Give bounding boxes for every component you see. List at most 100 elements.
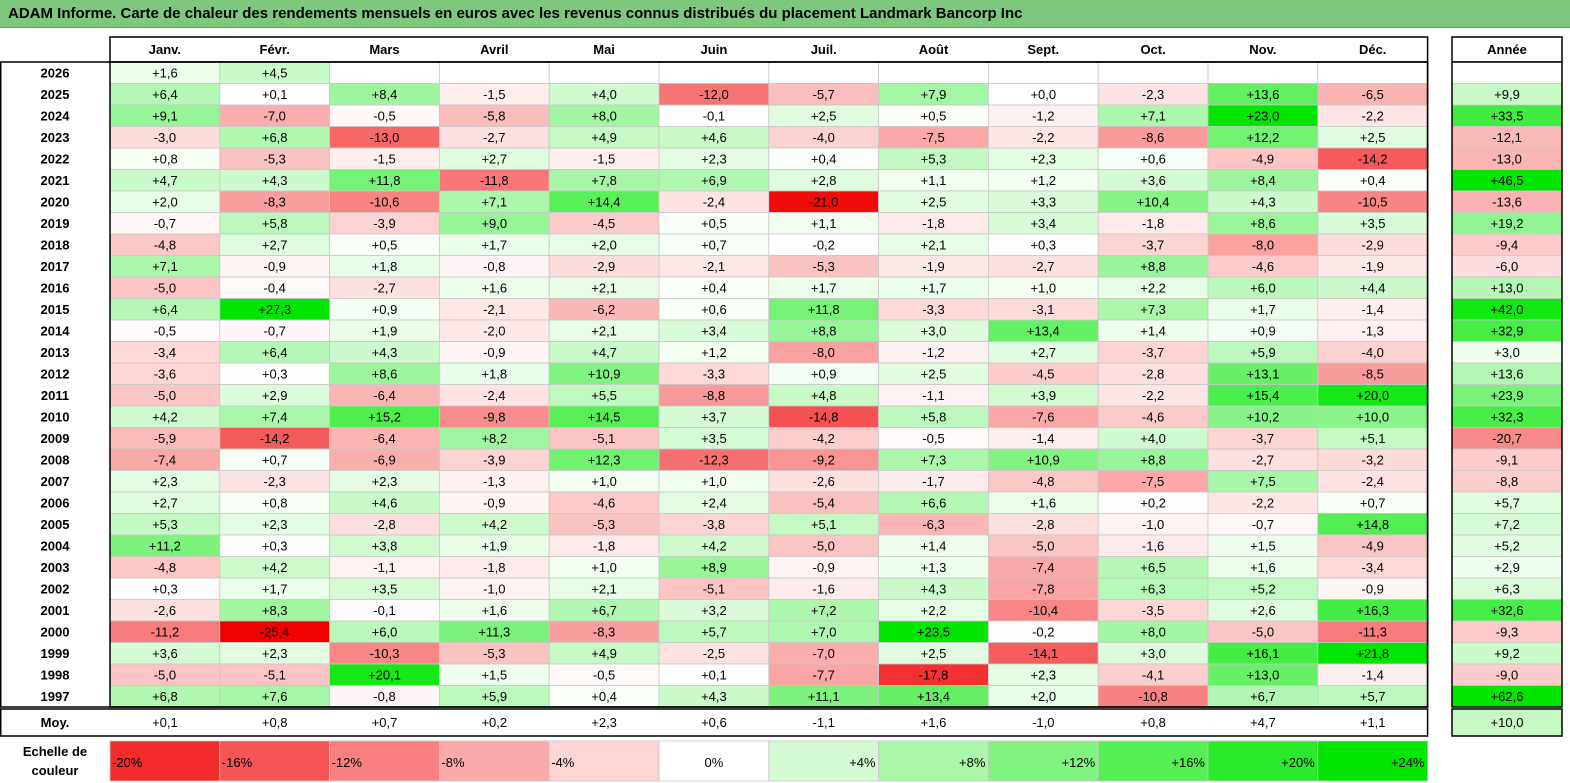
cell-value-2008-1: -7,4: [154, 453, 176, 468]
cell-value-2005-2: +2,3: [262, 517, 288, 532]
cell-value-2016-3: -2,7: [373, 281, 395, 296]
cell-value-2005-3: -2,8: [373, 517, 395, 532]
cell-value-2020-2: -8,3: [263, 195, 285, 210]
cell-value-2014-3: +1,9: [372, 324, 398, 339]
cell-value-2009-2: -14,2: [260, 431, 290, 446]
month-header-9: Sept.: [1027, 42, 1059, 57]
cell-value-2020-3: -10,6: [370, 195, 400, 210]
year-total-value-2024: +33,5: [1491, 109, 1524, 124]
cell-value-2019-3: -3,9: [373, 216, 395, 231]
cell-value-2010-7: -14,8: [809, 410, 839, 425]
cell-value-2009-3: -6,4: [373, 431, 395, 446]
cell-value-2011-8: -1,1: [922, 388, 944, 403]
cell-value-2008-7: -9,2: [812, 453, 834, 468]
cell-value-1998-2: -5,1: [263, 668, 285, 683]
cell-value-1998-1: -5,0: [154, 668, 176, 683]
cell-value-2014-2: -0,7: [263, 324, 285, 339]
year-total-frame: [1451, 61, 1563, 708]
cell-value-2017-12: -1,9: [1361, 259, 1383, 274]
cell-value-2009-9: -1,4: [1032, 431, 1054, 446]
average-value-6: +0,6: [701, 715, 727, 730]
cell-value-2003-1: -4,8: [154, 560, 176, 575]
month-header-5: Mai: [593, 42, 615, 57]
year-total-value-2022: -13,0: [1492, 152, 1522, 167]
year-label-2002: 2002: [41, 582, 70, 597]
scale-value-8: +8%: [959, 755, 986, 770]
cell-value-2014-8: +3,0: [921, 324, 947, 339]
cell-value-2007-12: -2,4: [1361, 474, 1383, 489]
cell-value-2014-5: +2,1: [591, 324, 617, 339]
cell-value-2012-9: -4,5: [1032, 367, 1054, 382]
cell-value-2013-1: -3,4: [154, 345, 176, 360]
year-label-2026: 2026: [41, 66, 70, 81]
cell-value-2013-5: +4,7: [591, 345, 617, 360]
cell-value-2020-8: +2,5: [921, 195, 947, 210]
cell-value-2025-5: +4,0: [591, 87, 617, 102]
scale-value-7: +4%: [849, 755, 876, 770]
year-total-value-1997: +62,6: [1491, 689, 1524, 704]
cell-value-2006-6: +2,4: [701, 496, 727, 511]
scale-value-9: +12%: [1062, 755, 1096, 770]
cell-value-2001-4: +1,6: [481, 603, 507, 618]
cell-value-2021-1: +4,7: [152, 173, 178, 188]
cell-value-2018-5: +2,0: [591, 238, 617, 253]
cell-value-2011-5: +5,5: [591, 388, 617, 403]
cell-value-2012-11: +13,1: [1246, 367, 1279, 382]
cell-value-2020-6: -2,4: [703, 195, 725, 210]
cell-value-2017-5: -2,9: [593, 259, 615, 274]
cell-value-2004-6: +4,2: [701, 539, 727, 554]
cell-value-1998-4: +1,5: [481, 668, 507, 683]
cell-value-2016-1: -5,0: [154, 281, 176, 296]
year-label-2004: 2004: [41, 539, 71, 554]
table-frame: [0, 61, 1429, 708]
cell-value-2001-11: +2,6: [1250, 603, 1276, 618]
cell-value-2017-4: -0,8: [483, 259, 505, 274]
cell-value-2008-11: -2,7: [1252, 453, 1274, 468]
cell-value-2020-5: +14,4: [588, 195, 621, 210]
cell-value-1998-11: +13,0: [1246, 668, 1279, 683]
cell-value-2014-10: +1,4: [1140, 324, 1166, 339]
cell-value-2012-4: +1,8: [481, 367, 507, 382]
cell-value-2006-1: +2,7: [152, 496, 178, 511]
cell-value-2001-8: +2,2: [921, 603, 947, 618]
year-total-value-2010: +32,3: [1491, 410, 1524, 425]
cell-value-2000-5: -8,3: [593, 625, 615, 640]
cell-value-2005-7: +5,1: [811, 517, 837, 532]
average-value-11: +4,7: [1250, 715, 1276, 730]
cell-value-1997-11: +6,7: [1250, 689, 1276, 704]
scale-swatch-6: [658, 740, 770, 782]
cell-value-2003-6: +8,9: [701, 560, 727, 575]
cell-value-2010-9: -7,6: [1032, 410, 1054, 425]
scale-swatch-1: [109, 740, 221, 782]
cell-value-2007-10: -7,5: [1142, 474, 1164, 489]
cell-value-2001-5: +6,7: [591, 603, 617, 618]
year-label-2005: 2005: [41, 517, 70, 532]
cell-value-1998-5: -0,5: [593, 668, 615, 683]
cell-value-2008-10: +8,8: [1140, 453, 1166, 468]
year-label-2001: 2001: [41, 603, 70, 618]
cell-value-2023-5: +4,9: [591, 130, 617, 145]
cell-value-2011-7: +4,8: [811, 388, 837, 403]
scale-value-6: 0%: [705, 755, 724, 770]
cell-value-2002-7: -1,6: [812, 582, 834, 597]
cell-value-2009-5: -5,1: [593, 431, 615, 446]
cell-value-2020-4: +7,1: [481, 195, 507, 210]
cell-value-2006-2: +0,8: [262, 496, 288, 511]
average-total-cell: [1451, 708, 1563, 737]
cell-value-2000-4: +11,3: [478, 625, 510, 640]
scale-swatch-12: [1317, 740, 1429, 782]
cell-value-2002-5: +2,1: [591, 582, 617, 597]
cell-value-2000-12: -11,3: [1358, 625, 1387, 640]
average-value-7: -1,1: [812, 715, 834, 730]
cell-value-2024-11: +23,0: [1246, 109, 1279, 124]
cell-value-2024-2: -7,0: [263, 109, 285, 124]
cell-value-2020-1: +2,0: [152, 195, 178, 210]
cell-value-2013-8: -1,2: [922, 345, 944, 360]
cell-value-2025-2: +0,1: [262, 87, 288, 102]
cell-value-2025-9: +0,0: [1030, 87, 1056, 102]
scale-value-5: -4%: [551, 755, 575, 770]
cell-value-2000-11: -5,0: [1252, 625, 1274, 640]
month-header-12: Déc.: [1359, 42, 1386, 57]
cell-value-1998-12: -1,4: [1361, 668, 1383, 683]
month-header-10: Oct.: [1140, 42, 1165, 57]
